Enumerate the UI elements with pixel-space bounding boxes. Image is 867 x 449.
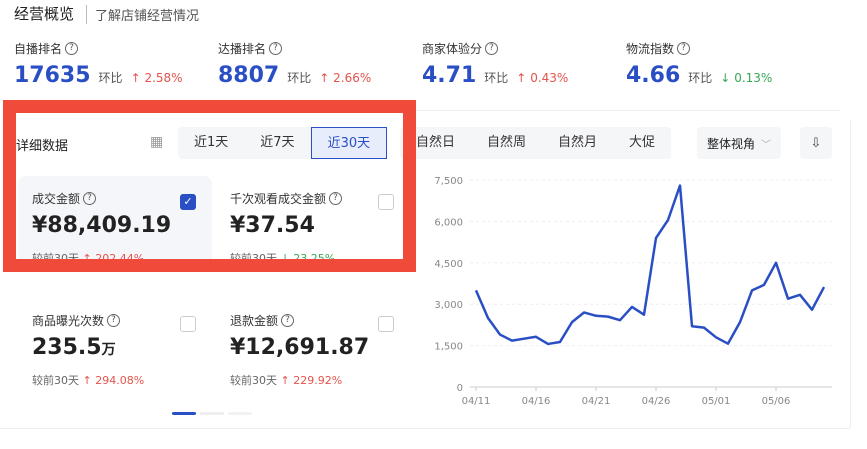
arrow-up-icon: ↑	[130, 71, 141, 85]
metric-compare-label: 环比	[688, 71, 713, 85]
tab-natural-week[interactable]: 自然周	[487, 135, 527, 150]
metric-value: 8807	[218, 63, 280, 88]
card-checkbox[interactable]	[378, 194, 394, 210]
metric-change: 0.13%	[734, 71, 773, 85]
x-tick-label: 05/06	[762, 396, 791, 407]
metric-value: 17635	[14, 63, 91, 88]
help-icon[interactable]: ?	[83, 192, 97, 205]
arrow-down-icon: ↓	[280, 252, 290, 265]
metric-card[interactable]: 成交金额? ¥88,409.19 较前30天 ↑ 202.44% ✓	[18, 176, 212, 270]
card-label: 千次观看成交金额	[230, 192, 327, 206]
arrow-up-icon: ↑	[516, 71, 527, 85]
card-checkbox[interactable]: ✓	[180, 194, 196, 210]
metric-label: 达播排名	[218, 42, 267, 56]
y-tick-label: 1,500	[434, 342, 463, 353]
metric-label: 物流指数	[626, 42, 675, 56]
metric-2: 商家体验分? 4.71 环比 ↑ 0.43%	[422, 40, 568, 88]
card-checkbox[interactable]	[378, 316, 394, 332]
x-tick-label: 04/16	[522, 396, 551, 407]
metric-compare-label: 环比	[484, 71, 509, 85]
carousel-dot[interactable]	[228, 412, 252, 415]
y-tick-label: 3,000	[434, 300, 463, 311]
arrow-down-icon: ↓	[720, 71, 731, 85]
period-tabs: 自然日 自然周 自然月 大促	[400, 127, 672, 159]
cloud-download-icon: ⇩	[810, 135, 822, 151]
tab-7-days[interactable]: 近7天	[260, 135, 295, 150]
x-tick-label: 04/26	[642, 396, 671, 407]
metric-3: 物流指数? 4.66 环比 ↓ 0.13%	[626, 40, 772, 88]
arrow-up-icon: ↑	[82, 252, 92, 265]
card-checkbox[interactable]	[180, 316, 196, 332]
tab-promotion[interactable]: 大促	[629, 135, 656, 150]
y-tick-label: 7,500	[434, 176, 463, 187]
metric-card[interactable]: 商品曝光次数? 235.5万 较前30天 ↑ 294.08%	[18, 298, 212, 392]
download-button[interactable]: ⇩	[800, 127, 832, 159]
arrow-up-icon: ↑	[82, 374, 92, 387]
metric-compare-label: 环比	[287, 71, 312, 85]
card-compare: 较前30天	[230, 374, 277, 387]
metric-label: 商家体验分	[422, 42, 483, 56]
card-value: ¥88,409.19	[32, 213, 172, 238]
view-select-value: 整体视角	[707, 136, 756, 151]
series-line	[474, 184, 826, 346]
panel-bottom-border	[0, 428, 850, 429]
metric-compare-label: 环比	[98, 71, 123, 85]
tab-natural-month[interactable]: 自然月	[558, 135, 598, 150]
y-tick-label: 0	[457, 383, 463, 394]
card-unit: 万	[101, 342, 116, 358]
metric-0: 自播排名? 17635 环比 ↑ 2.58%	[14, 40, 183, 88]
page-subtitle: 了解店铺经营情况	[86, 5, 199, 24]
metric-card[interactable]: 千次观看成交金额? ¥37.54 较前30天 ↓ 23.25%	[216, 176, 410, 270]
metric-value: 4.66	[626, 63, 681, 88]
card-compare: 较前30天	[32, 374, 79, 387]
x-tick-label: 04/11	[462, 396, 491, 407]
range-tabs: 近1天 近7天 近30天	[178, 127, 388, 159]
carousel-dot[interactable]	[200, 412, 224, 415]
tab-1-day[interactable]: 近1天	[194, 135, 229, 150]
metric-change: 0.43%	[530, 71, 569, 85]
card-change: 229.92%	[293, 374, 343, 387]
metric-label: 自播排名	[14, 42, 63, 56]
carousel-dot-active[interactable]	[172, 412, 196, 415]
arrow-up-icon: ↑	[280, 374, 290, 387]
card-value: ¥37.54	[230, 213, 315, 238]
metric-change: 2.58%	[144, 71, 183, 85]
y-tick-label: 6,000	[434, 217, 463, 228]
x-tick-label: 04/21	[582, 396, 611, 407]
divider	[14, 110, 840, 111]
metric-1: 达播排名? 8807 环比 ↑ 2.66%	[218, 40, 371, 88]
help-icon[interactable]: ?	[485, 42, 499, 55]
help-icon[interactable]: ?	[329, 192, 343, 205]
y-tick-label: 4,500	[434, 259, 463, 270]
x-tick-label: 05/01	[702, 396, 731, 407]
help-icon[interactable]: ?	[269, 42, 283, 55]
metric-change: 2.66%	[333, 71, 372, 85]
help-icon[interactable]: ?	[281, 314, 295, 327]
metric-value: 4.71	[422, 63, 477, 88]
detail-title: 详细数据	[16, 139, 69, 154]
help-icon[interactable]: ?	[107, 314, 121, 327]
tab-30-days[interactable]: 近30天	[310, 127, 388, 159]
card-label: 退款金额	[230, 314, 279, 328]
card-label: 成交金额	[32, 192, 81, 206]
view-select[interactable]: 整体视角 ﹀	[697, 127, 782, 159]
arrow-up-icon: ↑	[319, 71, 330, 85]
tab-natural-day[interactable]: 自然日	[416, 135, 456, 150]
help-icon[interactable]: ?	[677, 42, 691, 55]
page-title: 经营概览	[14, 5, 75, 23]
card-label: 商品曝光次数	[32, 314, 105, 328]
metric-card[interactable]: 退款金额? ¥12,691.87 较前30天 ↑ 229.92%	[216, 298, 410, 392]
card-value: ¥12,691.87	[230, 335, 370, 360]
chevron-down-icon: ﹀	[761, 139, 772, 151]
card-value: 235.5	[32, 335, 102, 360]
card-change: 294.08%	[95, 374, 145, 387]
calendar-icon[interactable]: ▦	[150, 134, 164, 150]
help-icon[interactable]: ?	[65, 42, 79, 55]
panel-right-border	[850, 120, 851, 428]
